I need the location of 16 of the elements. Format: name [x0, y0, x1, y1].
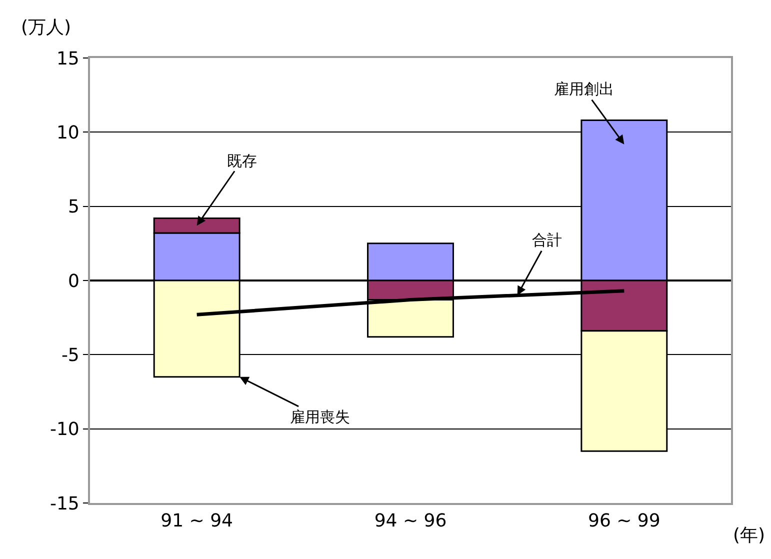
- y-tick-label: 10: [56, 122, 80, 144]
- text: 合計: [532, 231, 562, 249]
- y-axis-title: (万人): [21, 17, 72, 38]
- x-axis-title: (年): [733, 525, 766, 546]
- y-tick-label: -5: [61, 344, 80, 366]
- y-tick-label: 15: [56, 48, 80, 70]
- x-tick-label: 96 ~ 99: [588, 510, 660, 532]
- text: 既存: [227, 152, 257, 170]
- y-tick-label: -15: [50, 493, 80, 514]
- y-tick-label: 0: [68, 270, 80, 292]
- x-tick-label: 91 ~ 94: [160, 510, 233, 532]
- text: 雇用喪失: [290, 408, 350, 426]
- x-tick-label: 94 ~ 96: [374, 510, 447, 532]
- y-tick-label: -10: [50, 419, 80, 440]
- y-tick-label: 5: [68, 196, 80, 218]
- series-label: 雇用創出: [554, 80, 614, 98]
